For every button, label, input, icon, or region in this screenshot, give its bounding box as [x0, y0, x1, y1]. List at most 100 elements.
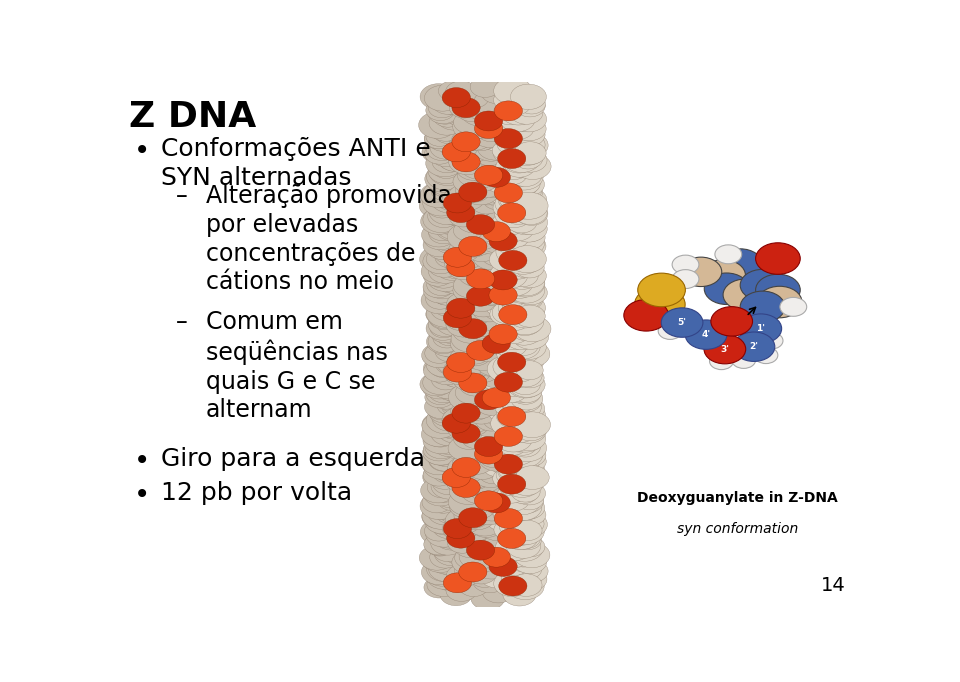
- Circle shape: [509, 278, 544, 303]
- Circle shape: [420, 546, 454, 570]
- Circle shape: [437, 349, 475, 376]
- Circle shape: [484, 115, 518, 139]
- Circle shape: [508, 270, 544, 296]
- Circle shape: [510, 127, 538, 147]
- Circle shape: [511, 349, 542, 372]
- Circle shape: [436, 188, 468, 211]
- Circle shape: [509, 173, 540, 194]
- Circle shape: [508, 246, 546, 273]
- Circle shape: [467, 168, 494, 188]
- Circle shape: [514, 567, 542, 587]
- Circle shape: [499, 224, 537, 251]
- Circle shape: [517, 514, 544, 533]
- Circle shape: [499, 512, 538, 539]
- Circle shape: [507, 466, 540, 489]
- Circle shape: [484, 527, 516, 550]
- Circle shape: [430, 172, 464, 195]
- Circle shape: [516, 202, 548, 225]
- Circle shape: [483, 406, 517, 431]
- Circle shape: [494, 508, 525, 530]
- Circle shape: [458, 398, 491, 421]
- Circle shape: [444, 308, 471, 328]
- Circle shape: [431, 181, 460, 201]
- Circle shape: [455, 303, 489, 327]
- Circle shape: [494, 379, 528, 402]
- Circle shape: [503, 117, 534, 139]
- Circle shape: [506, 506, 534, 526]
- Circle shape: [500, 551, 537, 577]
- Circle shape: [460, 411, 491, 432]
- Circle shape: [493, 571, 531, 597]
- Circle shape: [514, 142, 546, 164]
- Circle shape: [443, 142, 470, 162]
- Circle shape: [447, 448, 479, 471]
- Circle shape: [439, 475, 467, 494]
- Circle shape: [435, 349, 471, 375]
- Circle shape: [432, 348, 461, 368]
- Circle shape: [474, 229, 510, 254]
- Circle shape: [468, 387, 495, 407]
- Text: 12 pb por volta: 12 pb por volta: [161, 481, 352, 505]
- Circle shape: [505, 529, 534, 550]
- Circle shape: [513, 117, 546, 140]
- Circle shape: [448, 258, 478, 280]
- Circle shape: [502, 449, 538, 474]
- Circle shape: [424, 85, 461, 111]
- Circle shape: [486, 436, 522, 462]
- Circle shape: [424, 395, 458, 419]
- Circle shape: [473, 424, 503, 444]
- Circle shape: [429, 199, 466, 224]
- Circle shape: [469, 89, 502, 113]
- Circle shape: [512, 120, 540, 140]
- Circle shape: [465, 334, 495, 355]
- Circle shape: [516, 537, 545, 557]
- Circle shape: [454, 534, 487, 558]
- Circle shape: [507, 506, 540, 529]
- Circle shape: [442, 188, 479, 213]
- Circle shape: [494, 395, 527, 417]
- Circle shape: [427, 476, 458, 498]
- Circle shape: [467, 240, 497, 262]
- Circle shape: [492, 535, 519, 554]
- Circle shape: [476, 499, 507, 521]
- Circle shape: [511, 106, 546, 132]
- Circle shape: [458, 359, 488, 381]
- Circle shape: [480, 542, 508, 562]
- Circle shape: [427, 573, 461, 597]
- Circle shape: [513, 148, 542, 169]
- Circle shape: [436, 213, 474, 240]
- Circle shape: [511, 387, 542, 410]
- Circle shape: [429, 168, 457, 187]
- Circle shape: [488, 356, 524, 382]
- Circle shape: [508, 404, 543, 429]
- Circle shape: [514, 281, 547, 305]
- Circle shape: [513, 210, 547, 235]
- Circle shape: [456, 250, 490, 273]
- Circle shape: [497, 406, 526, 426]
- Circle shape: [511, 490, 543, 513]
- Circle shape: [512, 188, 547, 212]
- Circle shape: [428, 220, 457, 241]
- Circle shape: [421, 343, 457, 368]
- Circle shape: [432, 227, 466, 251]
- Circle shape: [756, 274, 801, 306]
- Circle shape: [431, 239, 462, 260]
- Circle shape: [427, 274, 457, 295]
- Circle shape: [457, 165, 488, 186]
- Circle shape: [516, 257, 544, 278]
- Text: 14: 14: [821, 576, 846, 595]
- Circle shape: [516, 404, 545, 426]
- Circle shape: [442, 162, 472, 184]
- Circle shape: [461, 89, 489, 108]
- Circle shape: [423, 358, 452, 379]
- Circle shape: [455, 177, 492, 203]
- Circle shape: [514, 148, 547, 172]
- Circle shape: [429, 110, 465, 135]
- Circle shape: [430, 400, 468, 427]
- Circle shape: [492, 100, 524, 123]
- Text: syn conformation: syn conformation: [677, 522, 798, 536]
- Circle shape: [497, 203, 526, 223]
- Circle shape: [503, 488, 540, 515]
- Circle shape: [494, 344, 525, 366]
- Circle shape: [472, 298, 506, 322]
